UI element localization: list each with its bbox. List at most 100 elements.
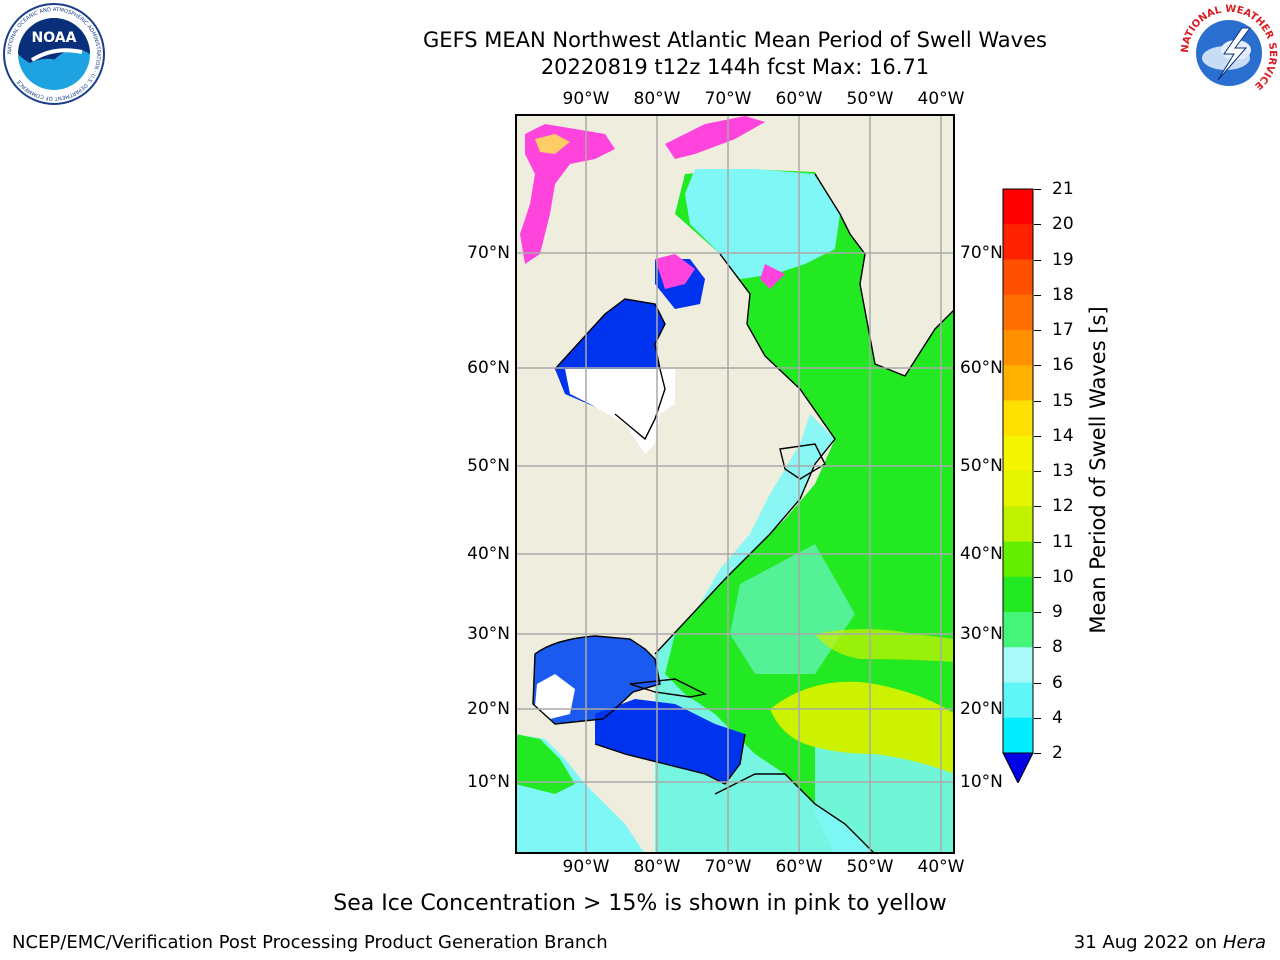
- lat-label-right: 10°N: [960, 772, 1003, 792]
- colorbar-tick-mark: [1034, 330, 1041, 331]
- coast-central-america: [594, 733, 746, 785]
- colorbar-tick-label: 20: [1052, 214, 1074, 235]
- noaa-logo-text: NOAA: [32, 30, 77, 46]
- lat-label-left: 40°N: [467, 544, 510, 564]
- map-container: [515, 114, 955, 854]
- lat-label-right: 70°N: [960, 243, 1003, 263]
- chart-subtitle: 20220819 t12z 144h fcst Max: 16.71: [540, 55, 930, 79]
- lon-label-bottom: 50°W: [846, 857, 894, 877]
- lon-label-top: 50°W: [846, 89, 894, 109]
- colorbar-tick-label: 8: [1052, 637, 1063, 658]
- colorbar-segment: [1003, 400, 1033, 437]
- baffin-bay: [685, 169, 840, 279]
- colorbar-tick-mark: [1034, 647, 1041, 649]
- high-period-band-2: [815, 629, 955, 662]
- host-name: Hera: [1222, 932, 1266, 953]
- ocean-fill: [515, 116, 955, 854]
- colorbar-segment: [1003, 612, 1033, 648]
- date-text: 31 Aug 2022 on: [1073, 932, 1218, 953]
- sea-ice-ne: [665, 116, 765, 159]
- lat-label-left: 30°N: [467, 624, 510, 644]
- lon-label-bottom: 40°W: [917, 857, 965, 877]
- caribbean-sea: [595, 699, 745, 784]
- colorbar-segment: [1003, 435, 1033, 472]
- lat-label-left: 10°N: [467, 772, 510, 792]
- lat-label-right: 20°N: [960, 699, 1003, 719]
- credit-text: NCEP/EMC/Verification Post Processing Pr…: [12, 932, 608, 953]
- colorbar-tick-mark: [1034, 294, 1041, 296]
- colorbar-segment: [1003, 224, 1033, 260]
- colorbar-extend-arrow: [1002, 752, 1034, 785]
- colorbar-segment: [1003, 365, 1033, 401]
- colorbar-outline: [1002, 188, 1034, 754]
- lon-label-top: 40°W: [917, 89, 965, 109]
- lon-label-bottom: 80°W: [633, 857, 681, 877]
- colorbar-label: Mean Period of Swell Waves [s]: [1086, 306, 1110, 634]
- colorbar-tick-label: 17: [1052, 320, 1074, 340]
- colorbar-tick-label: 2: [1052, 743, 1063, 763]
- coast-hudson: [554, 298, 666, 441]
- lon-label-bottom: 70°W: [704, 857, 752, 877]
- lat-label-left: 60°N: [467, 358, 510, 378]
- colorbar-tick-label: 19: [1052, 249, 1074, 270]
- lat-label-right: 30°N: [960, 624, 1003, 644]
- sea-ice-hudson: [655, 254, 695, 289]
- lat-label-left: 50°N: [467, 456, 510, 476]
- map-plot: [515, 114, 955, 854]
- coast-gulf: [532, 635, 661, 725]
- colorbar-tick-label: 15: [1052, 390, 1074, 411]
- colorbar-tick-mark: [1034, 224, 1041, 226]
- colorbar-segment: [1003, 647, 1033, 683]
- colorbar-tick-label: 14: [1052, 425, 1074, 446]
- colorbar-tick-label: 16: [1052, 355, 1074, 376]
- coast-labrador: [654, 253, 836, 655]
- map-frame: [515, 114, 955, 854]
- colorbar-tick-label: 18: [1052, 284, 1074, 305]
- colorbar-segment: [1003, 506, 1033, 542]
- run-date: 31 Aug 2022 on Hera: [1074, 932, 1266, 953]
- lon-label-top: 60°W: [775, 89, 823, 109]
- lat-label-right: 40°N: [960, 544, 1003, 564]
- pacific-green: [515, 734, 575, 794]
- graticule: [515, 114, 955, 854]
- colorbar-segment: [1003, 717, 1033, 754]
- colorbar-tick-label: 21: [1052, 179, 1074, 199]
- colorbar-tick-mark: [1034, 400, 1041, 402]
- colorbar-svg: [1002, 188, 1034, 785]
- colorbar-tick-mark: [1034, 717, 1041, 719]
- colorbar-tick-label: 6: [1052, 672, 1063, 693]
- lon-label-bottom: 60°W: [775, 857, 823, 877]
- colorbar-segment: [1003, 541, 1033, 578]
- lon-label-bottom: 90°W: [562, 857, 610, 877]
- colorbar-segment: [1003, 682, 1033, 719]
- colorbar-tick-mark: [1034, 682, 1041, 684]
- lon-label-top: 80°W: [633, 89, 681, 109]
- colorbar-tick-label: 9: [1052, 602, 1063, 622]
- colorbar-tick-mark: [1034, 753, 1041, 754]
- lat-label-left: 70°N: [467, 243, 510, 263]
- lon-label-top: 70°W: [704, 89, 752, 109]
- sea-ice-note: Sea Ice Concentration > 15% is shown in …: [333, 891, 947, 916]
- colorbar-segment: [1003, 576, 1033, 613]
- coast-cuba: [629, 678, 708, 698]
- colorbar-segment: [1003, 189, 1033, 225]
- lon-label-top: 90°W: [562, 89, 610, 109]
- sea-ice-north: [520, 124, 615, 264]
- coast-south-america: [714, 773, 876, 854]
- chart-title: GEFS MEAN Northwest Atlantic Mean Period…: [423, 28, 1047, 52]
- colorbar-tick-label: 4: [1052, 707, 1063, 728]
- lat-label-left: 20°N: [467, 699, 510, 719]
- colorbar-tick-label: 12: [1052, 496, 1074, 517]
- colorbar-segment: [1003, 259, 1033, 296]
- coast-greenland: [814, 173, 955, 377]
- noaa-logo: NOAA NATIONAL OCEANIC AND ATMOSPHERIC AD…: [2, 2, 106, 106]
- lat-label-right: 60°N: [960, 358, 1003, 378]
- colorbar-tick-mark: [1034, 189, 1041, 190]
- colorbar-segment: [1003, 330, 1033, 366]
- lat-label-right: 50°N: [960, 456, 1003, 476]
- colorbar-tick-label: 11: [1052, 531, 1074, 552]
- colorbar-segment: [1003, 471, 1033, 507]
- colorbar-tick-label: 10: [1052, 566, 1074, 587]
- colorbar: [1002, 188, 1034, 785]
- nws-logo: NATIONAL WEATHER SERVICE: [1178, 2, 1280, 104]
